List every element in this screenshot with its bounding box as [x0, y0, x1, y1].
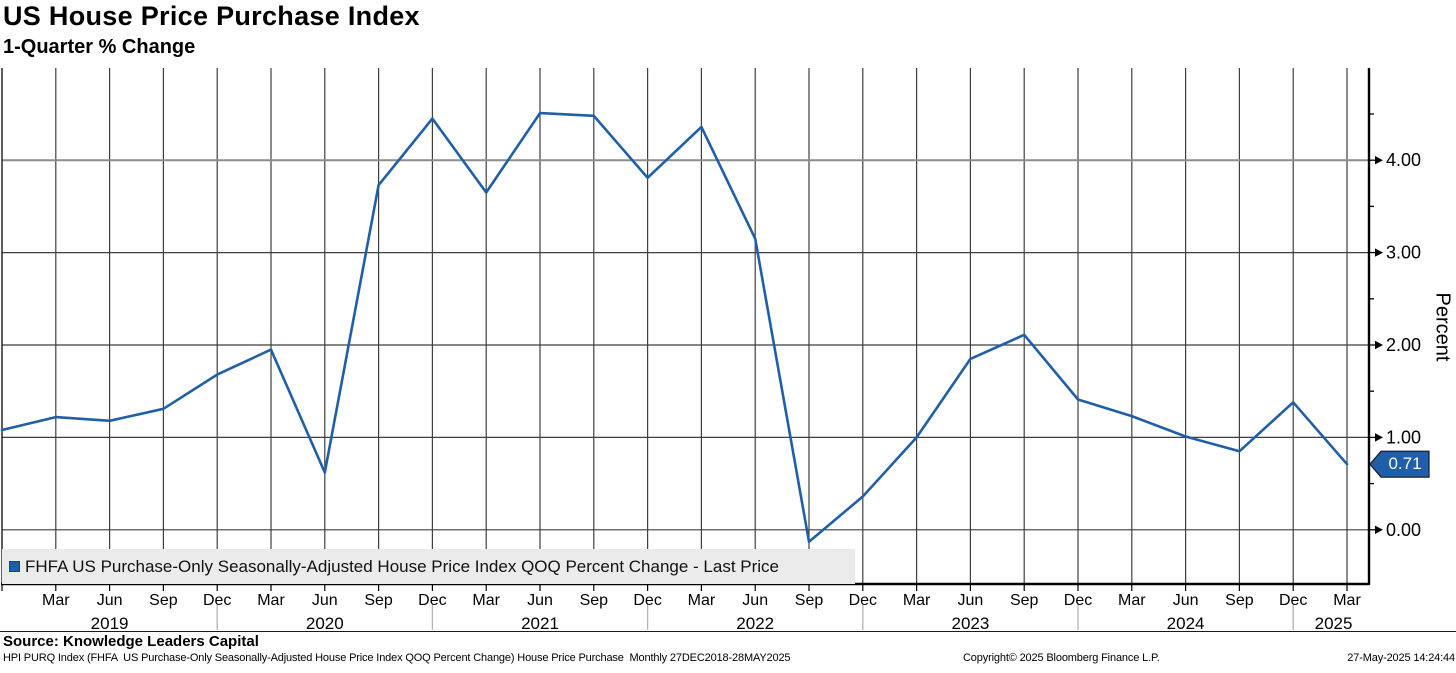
svg-text:2020: 2020: [306, 614, 344, 633]
copyright-text: Copyright© 2025 Bloomberg Finance L.P.: [963, 652, 1160, 664]
svg-text:Dec: Dec: [1064, 592, 1092, 609]
svg-text:0.00: 0.00: [1386, 520, 1421, 540]
source-line: Source: Knowledge Leaders Capital: [3, 633, 259, 650]
svg-text:2025: 2025: [1315, 614, 1353, 633]
chart-title: US House Price Purchase Index: [3, 1, 420, 31]
svg-text:Sep: Sep: [795, 592, 824, 609]
svg-text:Mar: Mar: [472, 592, 500, 609]
svg-text:Mar: Mar: [903, 592, 931, 609]
svg-text:Mar: Mar: [257, 592, 285, 609]
x-tick-labels: Mar Jun Sep Dec Mar Jun Sep Dec Mar Jun Sep Dec Mar J…: [42, 592, 1361, 609]
svg-text:Dec: Dec: [418, 592, 446, 609]
svg-text:Mar: Mar: [1118, 592, 1146, 609]
svg-text:1.00: 1.00: [1386, 427, 1421, 447]
year-separators: [216, 604, 1294, 630]
svg-text:Sep: Sep: [1225, 592, 1254, 609]
svg-text:3.00: 3.00: [1386, 243, 1421, 263]
svg-text:Jun: Jun: [527, 592, 553, 609]
svg-text:4.00: 4.00: [1386, 150, 1421, 170]
last-price-badge-shape: [1369, 450, 1430, 478]
svg-text:Dec: Dec: [1279, 592, 1307, 609]
series-line: [0, 111, 1349, 544]
series-marker-icon: [9, 561, 20, 572]
x-year-labels: 2019 2020 2021 2022 2023 2024 2025: [91, 614, 1353, 633]
svg-text:2019: 2019: [91, 614, 129, 633]
legend: FHFA US Purchase-Only Seasonally-Adjuste…: [2, 549, 855, 584]
svg-text:Dec: Dec: [849, 592, 877, 609]
footer-divider: [0, 631, 1456, 632]
svg-text:Sep: Sep: [364, 592, 393, 609]
svg-text:Jun: Jun: [1173, 592, 1199, 609]
svg-text:Mar: Mar: [688, 592, 716, 609]
svg-text:Sep: Sep: [1010, 592, 1039, 609]
x-ticks: [1, 584, 1348, 591]
legend-label: FHFA US Purchase-Only Seasonally-Adjuste…: [25, 556, 780, 576]
svg-text:Dec: Dec: [203, 592, 231, 609]
svg-text:2.00: 2.00: [1386, 335, 1421, 355]
last-price-badge: 0.71: [1388, 454, 1422, 474]
y-minor-ticks: [1368, 113, 1374, 485]
svg-text:Mar: Mar: [1333, 592, 1361, 609]
svg-text:Dec: Dec: [633, 592, 661, 609]
svg-text:2023: 2023: [951, 614, 989, 633]
svg-text:Jun: Jun: [958, 592, 984, 609]
timestamp-text: 27-May-2025 14:24:44: [1347, 652, 1455, 664]
y-tick-labels: 0.00 1.00 2.00 3.00 4.00: [1369, 150, 1421, 540]
svg-text:2022: 2022: [736, 614, 774, 633]
ticker-description: HPI PURQ Index (FHFA US Purchase-Only Se…: [3, 652, 791, 664]
svg-text:Jun: Jun: [742, 592, 768, 609]
horizontal-gridlines: [2, 159, 1369, 531]
svg-text:2021: 2021: [521, 614, 559, 633]
svg-text:Sep: Sep: [149, 592, 178, 609]
vertical-gridlines: [55, 68, 1348, 584]
chart-subtitle: 1-Quarter % Change: [3, 36, 196, 58]
svg-text:Jun: Jun: [97, 592, 123, 609]
svg-text:Jun: Jun: [312, 592, 338, 609]
svg-text:2024: 2024: [1167, 614, 1205, 633]
svg-text:Mar: Mar: [42, 592, 70, 609]
svg-text:Sep: Sep: [580, 592, 609, 609]
